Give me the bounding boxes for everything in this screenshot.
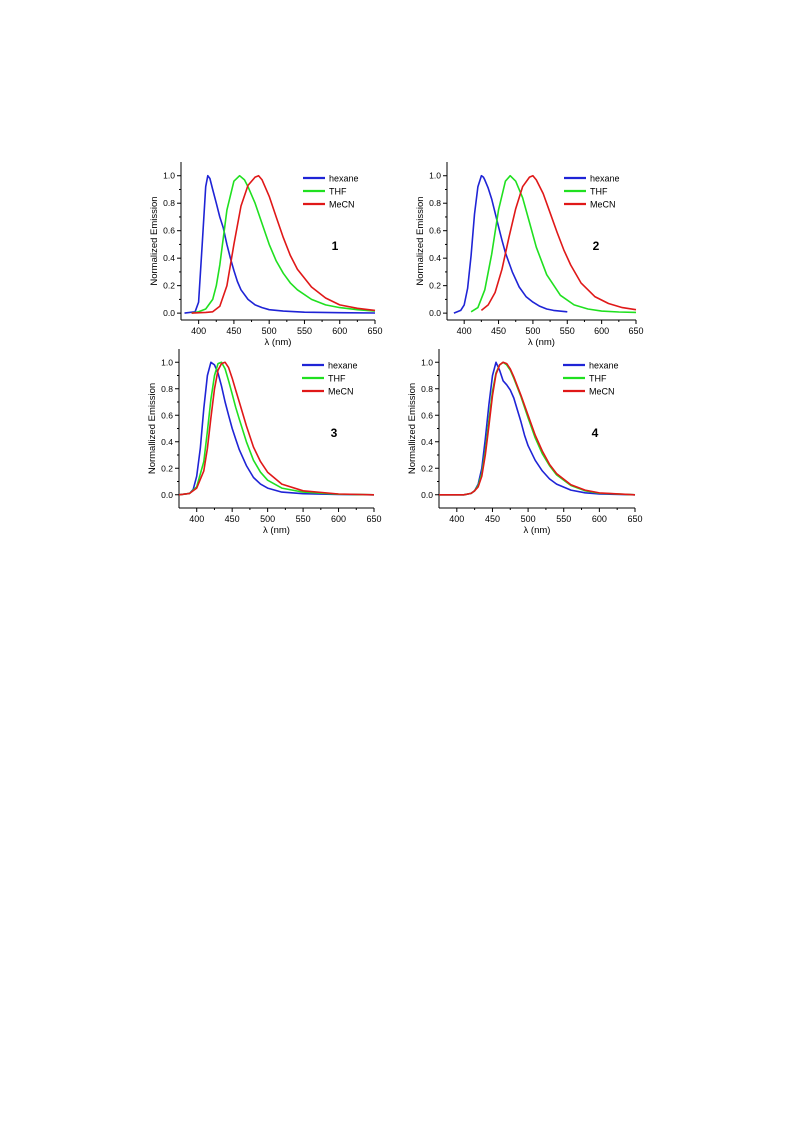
x-axis-label: λ (nm)	[528, 337, 555, 348]
x-tick-label: 450	[491, 326, 506, 336]
legend-label: hexane	[590, 174, 620, 184]
panel-number-label: 3	[331, 426, 338, 440]
x-tick-label: 450	[226, 326, 241, 336]
y-axis-label: Normallized Emission	[407, 383, 418, 474]
y-axis-label: Normalized Emission	[415, 196, 426, 285]
y-tick-label: 0.0	[163, 308, 175, 318]
x-tick-label: 600	[592, 514, 607, 524]
series-line-thf	[191, 174, 376, 314]
legend-label: THF	[590, 187, 608, 197]
x-axis-label: λ (nm)	[524, 525, 551, 536]
series-line-thf	[470, 174, 637, 314]
x-tick-label: 650	[628, 326, 643, 336]
y-tick-label: 0.4	[429, 253, 441, 263]
series-line-mecn	[191, 174, 376, 314]
y-tick-label: 0.2	[163, 281, 175, 291]
legend-label: THF	[329, 187, 347, 197]
chart-panel-1: 400 450 500 550 600 650 0.0 0.2 0.4 0.6 0.8 1.0 λ (n…	[149, 162, 383, 348]
legend-label: MeCN	[589, 387, 615, 397]
series-line-hexane	[184, 174, 376, 314]
x-tick-label: 400	[189, 514, 204, 524]
x-tick-label: 500	[262, 326, 277, 336]
x-tick-label: 400	[449, 514, 464, 524]
series-line-hexane	[178, 361, 375, 496]
x-tick-label: 500	[521, 514, 536, 524]
y-axis-label: Normalized Emission	[149, 196, 160, 285]
legend-label: MeCN	[328, 387, 354, 397]
legend-label: THF	[328, 374, 346, 384]
x-tick-label: 500	[260, 514, 275, 524]
y-tick-label: 0.6	[161, 410, 173, 420]
x-tick-label: 400	[457, 326, 472, 336]
legend-label: hexane	[589, 361, 619, 371]
y-tick-label: 0.8	[163, 198, 175, 208]
y-tick-label: 0.0	[421, 490, 433, 500]
chart-panel-4: 400 450 500 550 600 650 0.0 0.2 0.4 0.6 0.8 1.0 λ (n…	[407, 349, 643, 536]
x-tick-label: 650	[627, 514, 642, 524]
x-axis-label: λ (nm)	[263, 525, 290, 536]
x-tick-label: 650	[366, 514, 381, 524]
x-tick-label: 650	[367, 326, 382, 336]
legend-label: THF	[589, 374, 607, 384]
panel-number-label: 1	[332, 239, 339, 253]
y-tick-label: 0.0	[161, 490, 173, 500]
y-tick-label: 0.6	[421, 410, 433, 420]
y-tick-label: 0.0	[429, 308, 441, 318]
series-line-mecn	[480, 174, 637, 312]
x-tick-label: 450	[225, 514, 240, 524]
series-line-hexane	[453, 174, 568, 314]
legend-label: hexane	[328, 361, 358, 371]
x-tick-label: 550	[556, 514, 571, 524]
series-line-thf	[178, 361, 375, 496]
y-tick-label: 0.8	[429, 198, 441, 208]
y-tick-label: 1.0	[161, 357, 173, 367]
y-tick-label: 0.6	[429, 226, 441, 236]
y-tick-label: 0.8	[421, 384, 433, 394]
legend-label: MeCN	[590, 200, 616, 210]
x-tick-label: 600	[331, 514, 346, 524]
x-tick-label: 400	[191, 326, 206, 336]
panel-number-label: 4	[592, 426, 599, 440]
x-tick-label: 550	[297, 326, 312, 336]
y-tick-label: 0.4	[161, 437, 173, 447]
x-tick-label: 550	[296, 514, 311, 524]
x-tick-label: 450	[485, 514, 500, 524]
x-tick-label: 600	[332, 326, 347, 336]
y-tick-label: 0.2	[429, 281, 441, 291]
x-tick-label: 600	[594, 326, 609, 336]
y-tick-label: 0.8	[161, 384, 173, 394]
y-tick-label: 1.0	[163, 171, 175, 181]
chart-panel-3: 400 450 500 550 600 650 0.0 0.2 0.4 0.6 0.8 1.0 λ (n…	[147, 349, 382, 536]
y-tick-label: 0.2	[421, 463, 433, 473]
chart-panel-2: 400 450 500 550 600 650 0.0 0.2 0.4 0.6 0.8 1.0 λ (n…	[415, 162, 644, 348]
panel-number-label: 2	[593, 239, 600, 253]
x-tick-label: 500	[525, 326, 540, 336]
y-tick-label: 0.2	[161, 463, 173, 473]
series-line-mecn	[178, 361, 375, 496]
series-line-mecn	[439, 361, 636, 496]
y-tick-label: 0.4	[163, 253, 175, 263]
legend-label: hexane	[329, 174, 359, 184]
legend-label: MeCN	[329, 200, 355, 210]
x-tick-label: 550	[560, 326, 575, 336]
y-tick-label: 0.6	[163, 226, 175, 236]
y-tick-label: 0.4	[421, 437, 433, 447]
y-axis-label: Normallized Emission	[147, 383, 158, 474]
x-axis-label: λ (nm)	[265, 337, 292, 348]
y-tick-label: 1.0	[429, 171, 441, 181]
y-tick-label: 1.0	[421, 357, 433, 367]
